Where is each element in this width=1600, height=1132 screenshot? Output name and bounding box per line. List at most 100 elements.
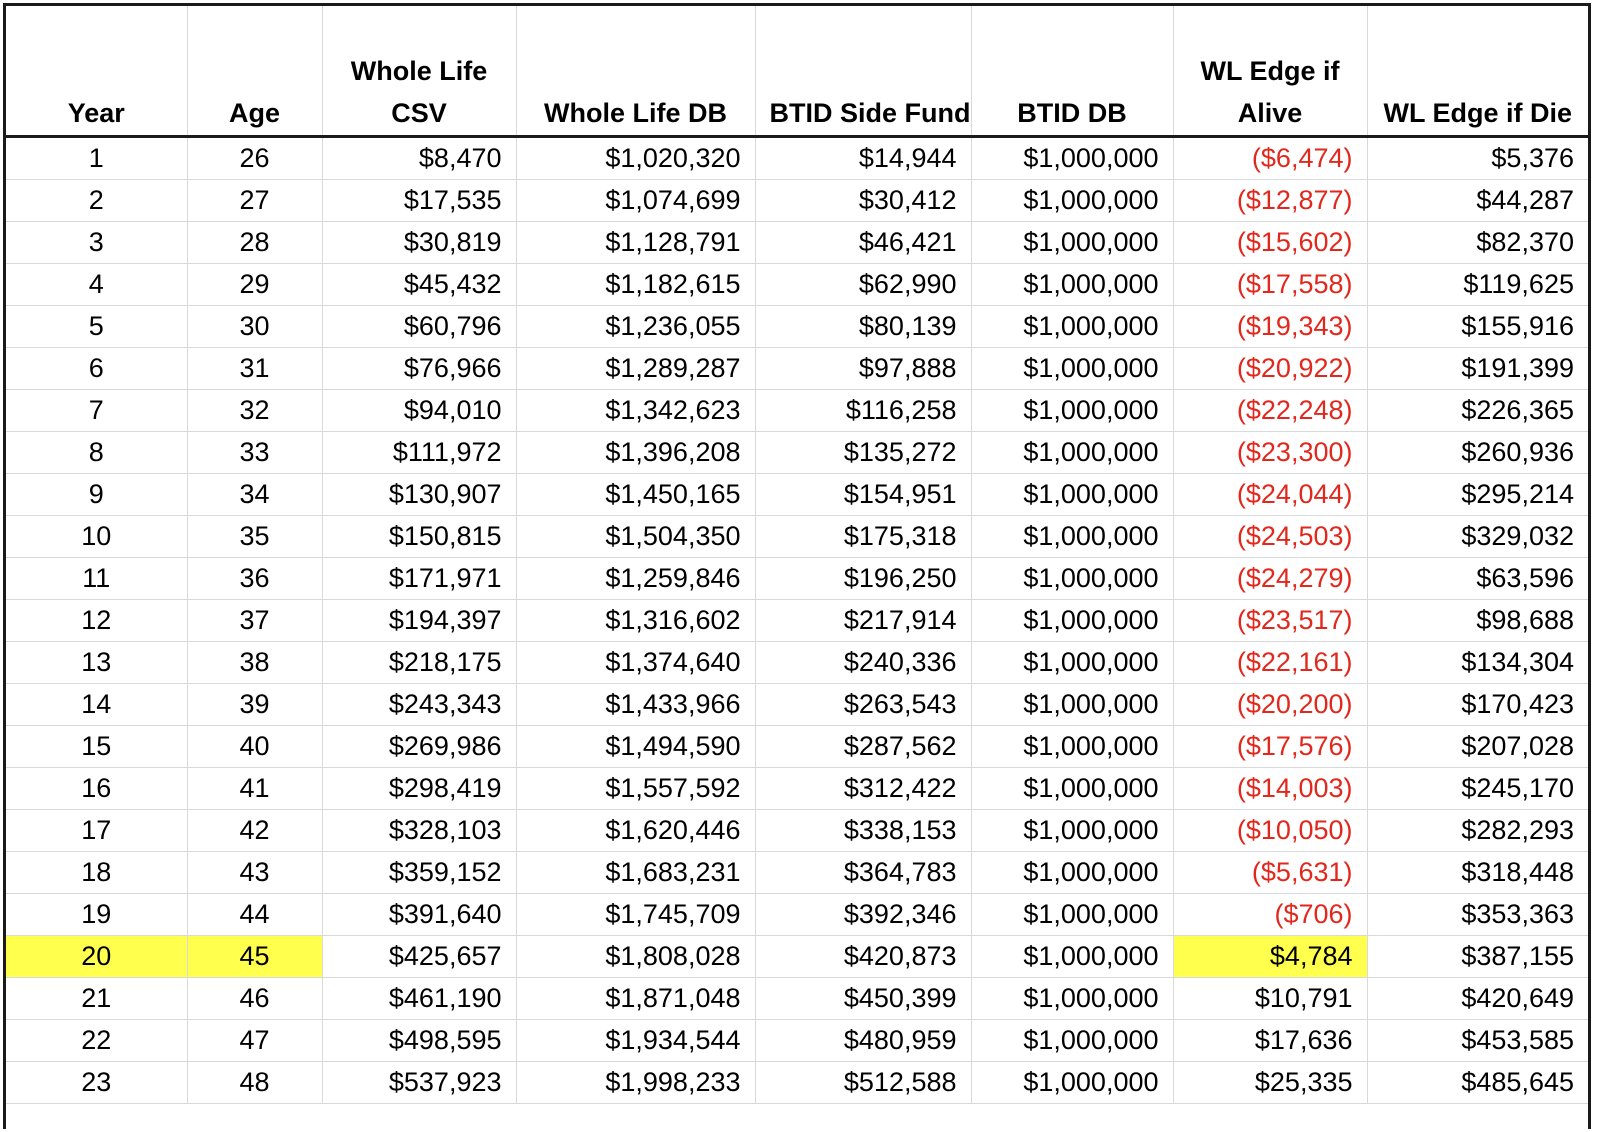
cell-wl-edge-if-die[interactable]: $318,448 xyxy=(1367,851,1588,894)
cell-wl-edge-if-alive[interactable]: $25,335 xyxy=(1173,1061,1368,1104)
cell-btid-db[interactable]: $1,000,000 xyxy=(971,263,1174,306)
cell-year[interactable]: 1 xyxy=(6,136,188,180)
cell-whole-life-db[interactable]: $1,808,028 xyxy=(516,935,756,978)
cell-age[interactable]: 28 xyxy=(187,221,323,264)
cell-btid-db[interactable]: $1,000,000 xyxy=(971,179,1174,222)
cell-whole-life-db[interactable]: $1,433,966 xyxy=(516,683,756,726)
cell-wl-edge-if-die[interactable]: $5,376 xyxy=(1367,136,1588,180)
cell-wl-edge-if-alive[interactable]: ($22,161) xyxy=(1173,641,1368,684)
cell-wl-edge-if-alive[interactable]: ($17,558) xyxy=(1173,263,1368,306)
cell-wl-edge-if-die[interactable]: $155,916 xyxy=(1367,305,1588,348)
cell-whole-life-db[interactable]: $1,259,846 xyxy=(516,557,756,600)
cell-wl-edge-if-alive[interactable]: ($15,602) xyxy=(1173,221,1368,264)
cell-year[interactable]: 19 xyxy=(6,893,188,936)
cell-btid-side-fund[interactable]: $312,422 xyxy=(755,767,972,810)
cell-age[interactable]: 33 xyxy=(187,431,323,474)
cell-btid-side-fund[interactable]: $450,399 xyxy=(755,977,972,1020)
cell-whole-life-db[interactable]: $1,074,699 xyxy=(516,179,756,222)
cell-whole-life-csv[interactable]: $194,397 xyxy=(322,599,517,642)
cell-wl-edge-if-die[interactable]: $207,028 xyxy=(1367,725,1588,768)
cell-year[interactable]: 7 xyxy=(6,389,188,432)
cell-btid-side-fund[interactable]: $287,562 xyxy=(755,725,972,768)
cell-btid-db[interactable]: $1,000,000 xyxy=(971,557,1174,600)
cell-wl-edge-if-die[interactable]: $134,304 xyxy=(1367,641,1588,684)
cell-btid-side-fund[interactable]: $135,272 xyxy=(755,431,972,474)
cell-btid-db[interactable]: $1,000,000 xyxy=(971,305,1174,348)
cell-wl-edge-if-alive[interactable]: ($19,343) xyxy=(1173,305,1368,348)
cell-wl-edge-if-die[interactable]: $387,155 xyxy=(1367,935,1588,978)
cell-btid-side-fund[interactable]: $30,412 xyxy=(755,179,972,222)
cell-whole-life-db[interactable]: $1,494,590 xyxy=(516,725,756,768)
cell-btid-db[interactable]: $1,000,000 xyxy=(971,389,1174,432)
cell-whole-life-csv[interactable]: $17,535 xyxy=(322,179,517,222)
cell-btid-side-fund[interactable]: $196,250 xyxy=(755,557,972,600)
cell-wl-edge-if-die[interactable]: $260,936 xyxy=(1367,431,1588,474)
cell-whole-life-csv[interactable]: $243,343 xyxy=(322,683,517,726)
cell-whole-life-csv[interactable]: $130,907 xyxy=(322,473,517,516)
cell-btid-side-fund[interactable]: $154,951 xyxy=(755,473,972,516)
cell-whole-life-db[interactable]: $1,450,165 xyxy=(516,473,756,516)
cell-wl-edge-if-die[interactable]: $353,363 xyxy=(1367,893,1588,936)
cell-whole-life-csv[interactable]: $111,972 xyxy=(322,431,517,474)
cell-year[interactable]: 5 xyxy=(6,305,188,348)
cell-age[interactable]: 48 xyxy=(187,1061,323,1104)
cell-wl-edge-if-die[interactable]: $82,370 xyxy=(1367,221,1588,264)
cell-whole-life-db[interactable]: $1,289,287 xyxy=(516,347,756,390)
cell-btid-side-fund[interactable]: $116,258 xyxy=(755,389,972,432)
cell-age[interactable]: 26 xyxy=(187,136,323,180)
cell-whole-life-csv[interactable]: $269,986 xyxy=(322,725,517,768)
cell-wl-edge-if-die[interactable]: $485,645 xyxy=(1367,1061,1588,1104)
cell-btid-side-fund[interactable]: $420,873 xyxy=(755,935,972,978)
cell-wl-edge-if-die[interactable]: $119,625 xyxy=(1367,263,1588,306)
cell-whole-life-db[interactable]: $1,871,048 xyxy=(516,977,756,1020)
cell-btid-db[interactable]: $1,000,000 xyxy=(971,725,1174,768)
cell-btid-side-fund[interactable]: $175,318 xyxy=(755,515,972,558)
cell-wl-edge-if-alive[interactable]: $10,791 xyxy=(1173,977,1368,1020)
cell-whole-life-db[interactable]: $1,020,320 xyxy=(516,136,756,180)
cell-btid-side-fund[interactable]: $364,783 xyxy=(755,851,972,894)
cell-year[interactable]: 12 xyxy=(6,599,188,642)
cell-btid-db[interactable]: $1,000,000 xyxy=(971,767,1174,810)
cell-age[interactable]: 39 xyxy=(187,683,323,726)
cell-year[interactable]: 13 xyxy=(6,641,188,684)
cell-btid-db[interactable]: $1,000,000 xyxy=(971,935,1174,978)
cell-whole-life-csv[interactable]: $537,923 xyxy=(322,1061,517,1104)
cell-btid-db[interactable]: $1,000,000 xyxy=(971,977,1174,1020)
cell-wl-edge-if-die[interactable]: $63,596 xyxy=(1367,557,1588,600)
cell-whole-life-csv[interactable]: $359,152 xyxy=(322,851,517,894)
cell-wl-edge-if-alive[interactable]: ($24,044) xyxy=(1173,473,1368,516)
cell-whole-life-csv[interactable]: $328,103 xyxy=(322,809,517,852)
cell-wl-edge-if-alive[interactable]: ($24,503) xyxy=(1173,515,1368,558)
cell-wl-edge-if-alive[interactable]: ($706) xyxy=(1173,893,1368,936)
cell-btid-side-fund[interactable]: $62,990 xyxy=(755,263,972,306)
cell-wl-edge-if-die[interactable]: $245,170 xyxy=(1367,767,1588,810)
cell-whole-life-db[interactable]: $1,504,350 xyxy=(516,515,756,558)
cell-wl-edge-if-alive[interactable]: ($22,248) xyxy=(1173,389,1368,432)
cell-age[interactable]: 41 xyxy=(187,767,323,810)
cell-whole-life-csv[interactable]: $150,815 xyxy=(322,515,517,558)
cell-age[interactable]: 27 xyxy=(187,179,323,222)
cell-wl-edge-if-alive[interactable]: ($5,631) xyxy=(1173,851,1368,894)
cell-wl-edge-if-alive[interactable]: $4,784 xyxy=(1173,935,1368,978)
cell-year[interactable]: 6 xyxy=(6,347,188,390)
cell-age[interactable]: 37 xyxy=(187,599,323,642)
cell-btid-db[interactable]: $1,000,000 xyxy=(971,1019,1174,1062)
cell-year[interactable]: 14 xyxy=(6,683,188,726)
cell-age[interactable]: 40 xyxy=(187,725,323,768)
cell-year[interactable]: 9 xyxy=(6,473,188,516)
cell-whole-life-csv[interactable]: $218,175 xyxy=(322,641,517,684)
cell-whole-life-db[interactable]: $1,182,615 xyxy=(516,263,756,306)
cell-wl-edge-if-alive[interactable]: ($17,576) xyxy=(1173,725,1368,768)
cell-btid-side-fund[interactable]: $392,346 xyxy=(755,893,972,936)
cell-btid-db[interactable]: $1,000,000 xyxy=(971,136,1174,180)
cell-btid-db[interactable]: $1,000,000 xyxy=(971,473,1174,516)
cell-btid-db[interactable]: $1,000,000 xyxy=(971,515,1174,558)
cell-age[interactable]: 32 xyxy=(187,389,323,432)
cell-age[interactable]: 45 xyxy=(187,935,323,978)
cell-age[interactable]: 29 xyxy=(187,263,323,306)
cell-btid-db[interactable]: $1,000,000 xyxy=(971,641,1174,684)
cell-year[interactable]: 8 xyxy=(6,431,188,474)
cell-btid-side-fund[interactable]: $338,153 xyxy=(755,809,972,852)
cell-year[interactable]: 20 xyxy=(6,935,188,978)
cell-whole-life-csv[interactable]: $76,966 xyxy=(322,347,517,390)
